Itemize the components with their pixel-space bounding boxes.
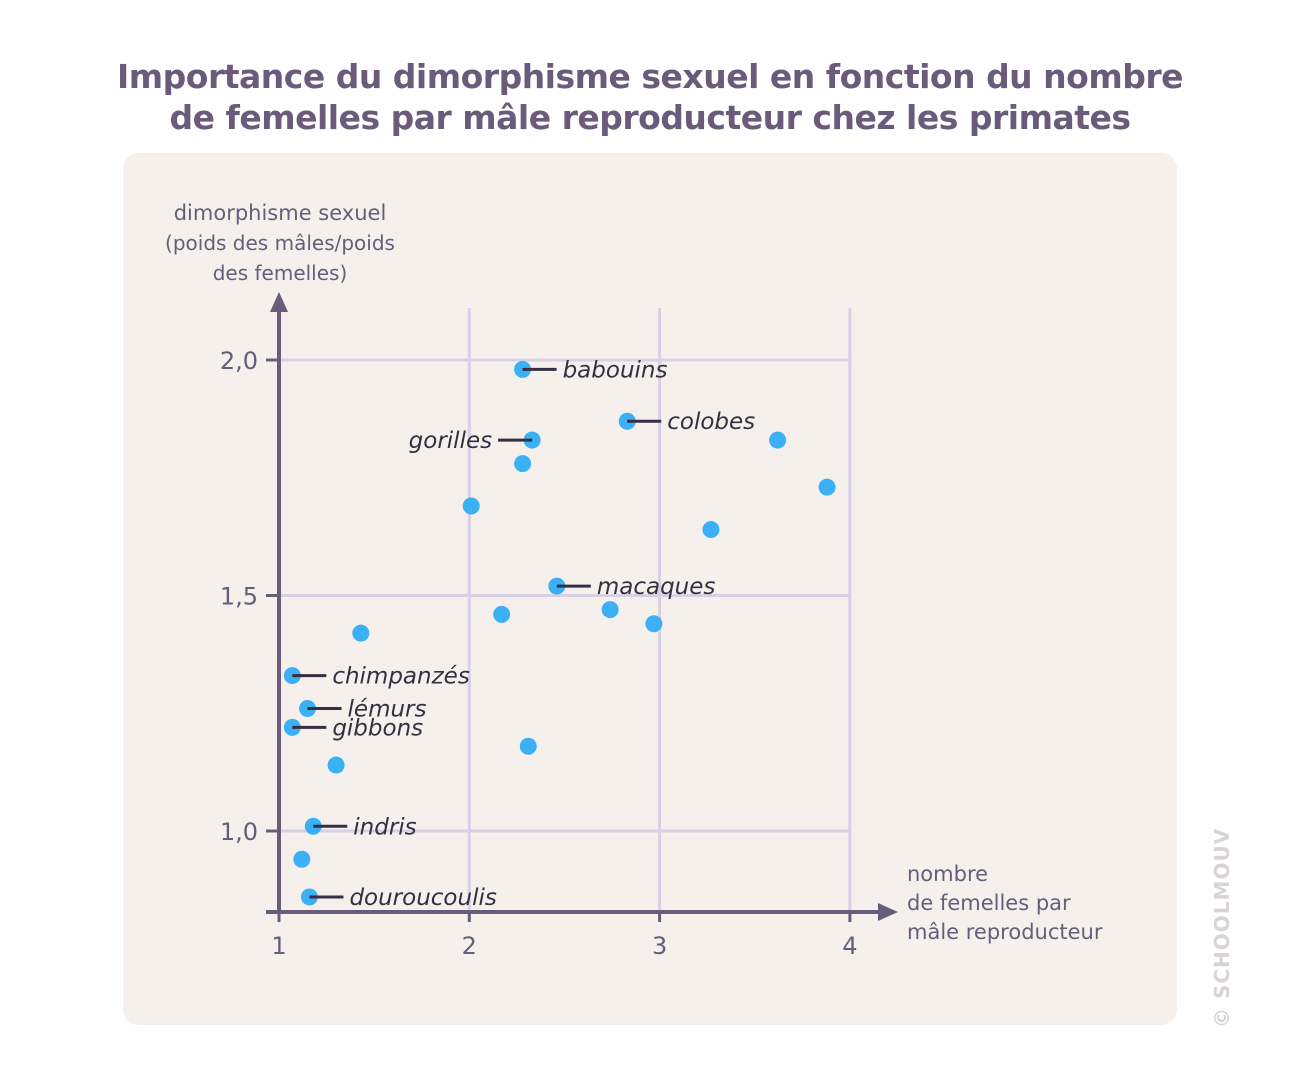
- y-axis-label: dimorphisme sexuel (poids des mâles/poid…: [130, 198, 430, 288]
- data-point: [645, 615, 663, 633]
- y-axis-arrow-icon: [270, 292, 288, 312]
- data-point: [519, 737, 537, 755]
- data-point: [702, 521, 720, 539]
- y-tick-label: 1,0: [220, 818, 258, 846]
- data-point-label: lémurs: [348, 697, 427, 723]
- x-tick-label: 4: [842, 932, 857, 960]
- x-label-line: mâle reproducteur: [907, 920, 1103, 944]
- y-label-line: (poids des mâles/poids: [165, 231, 395, 255]
- x-axis-arrow-icon: [878, 903, 898, 921]
- x-tick-label: 1: [271, 932, 286, 960]
- data-point: [601, 601, 619, 619]
- chart-title: Importance du dimorphisme sexuel en fonc…: [0, 56, 1300, 138]
- data-point: [352, 624, 370, 642]
- data-point: [493, 605, 511, 623]
- data-point-label: douroucoulis: [349, 885, 496, 911]
- data-point: [514, 455, 532, 473]
- y-tick-label: 1,5: [220, 583, 258, 611]
- data-point: [818, 478, 836, 496]
- data-point-label: indris: [353, 814, 416, 840]
- y-label-line: des femelles): [212, 261, 348, 285]
- x-tick-label: 2: [462, 932, 477, 960]
- x-label-line: nombre: [907, 862, 989, 886]
- y-label-line: dimorphisme sexuel: [173, 201, 387, 225]
- data-point-label: gorilles: [409, 428, 492, 454]
- chart-panel: [123, 153, 1177, 1025]
- data-point-label: colobes: [667, 409, 755, 435]
- data-point-label: babouins: [563, 357, 668, 383]
- data-point: [462, 497, 480, 515]
- x-axis-label: nombre de femelles par mâle reproducteur: [907, 860, 1102, 947]
- y-tick-label: 2,0: [220, 347, 258, 375]
- x-label-line: de femelles par: [907, 891, 1071, 915]
- data-point: [293, 850, 311, 868]
- data-point-label: chimpanzés: [332, 664, 470, 690]
- x-tick-label: 3: [652, 932, 667, 960]
- data-point-label: gibbons: [332, 715, 423, 741]
- data-point: [327, 756, 345, 774]
- title-line: de femelles par mâle reproducteur chez l…: [169, 98, 1131, 137]
- title-line: Importance du dimorphisme sexuel en fonc…: [117, 57, 1184, 96]
- data-point: [769, 431, 787, 449]
- data-point-label: macaques: [597, 574, 716, 600]
